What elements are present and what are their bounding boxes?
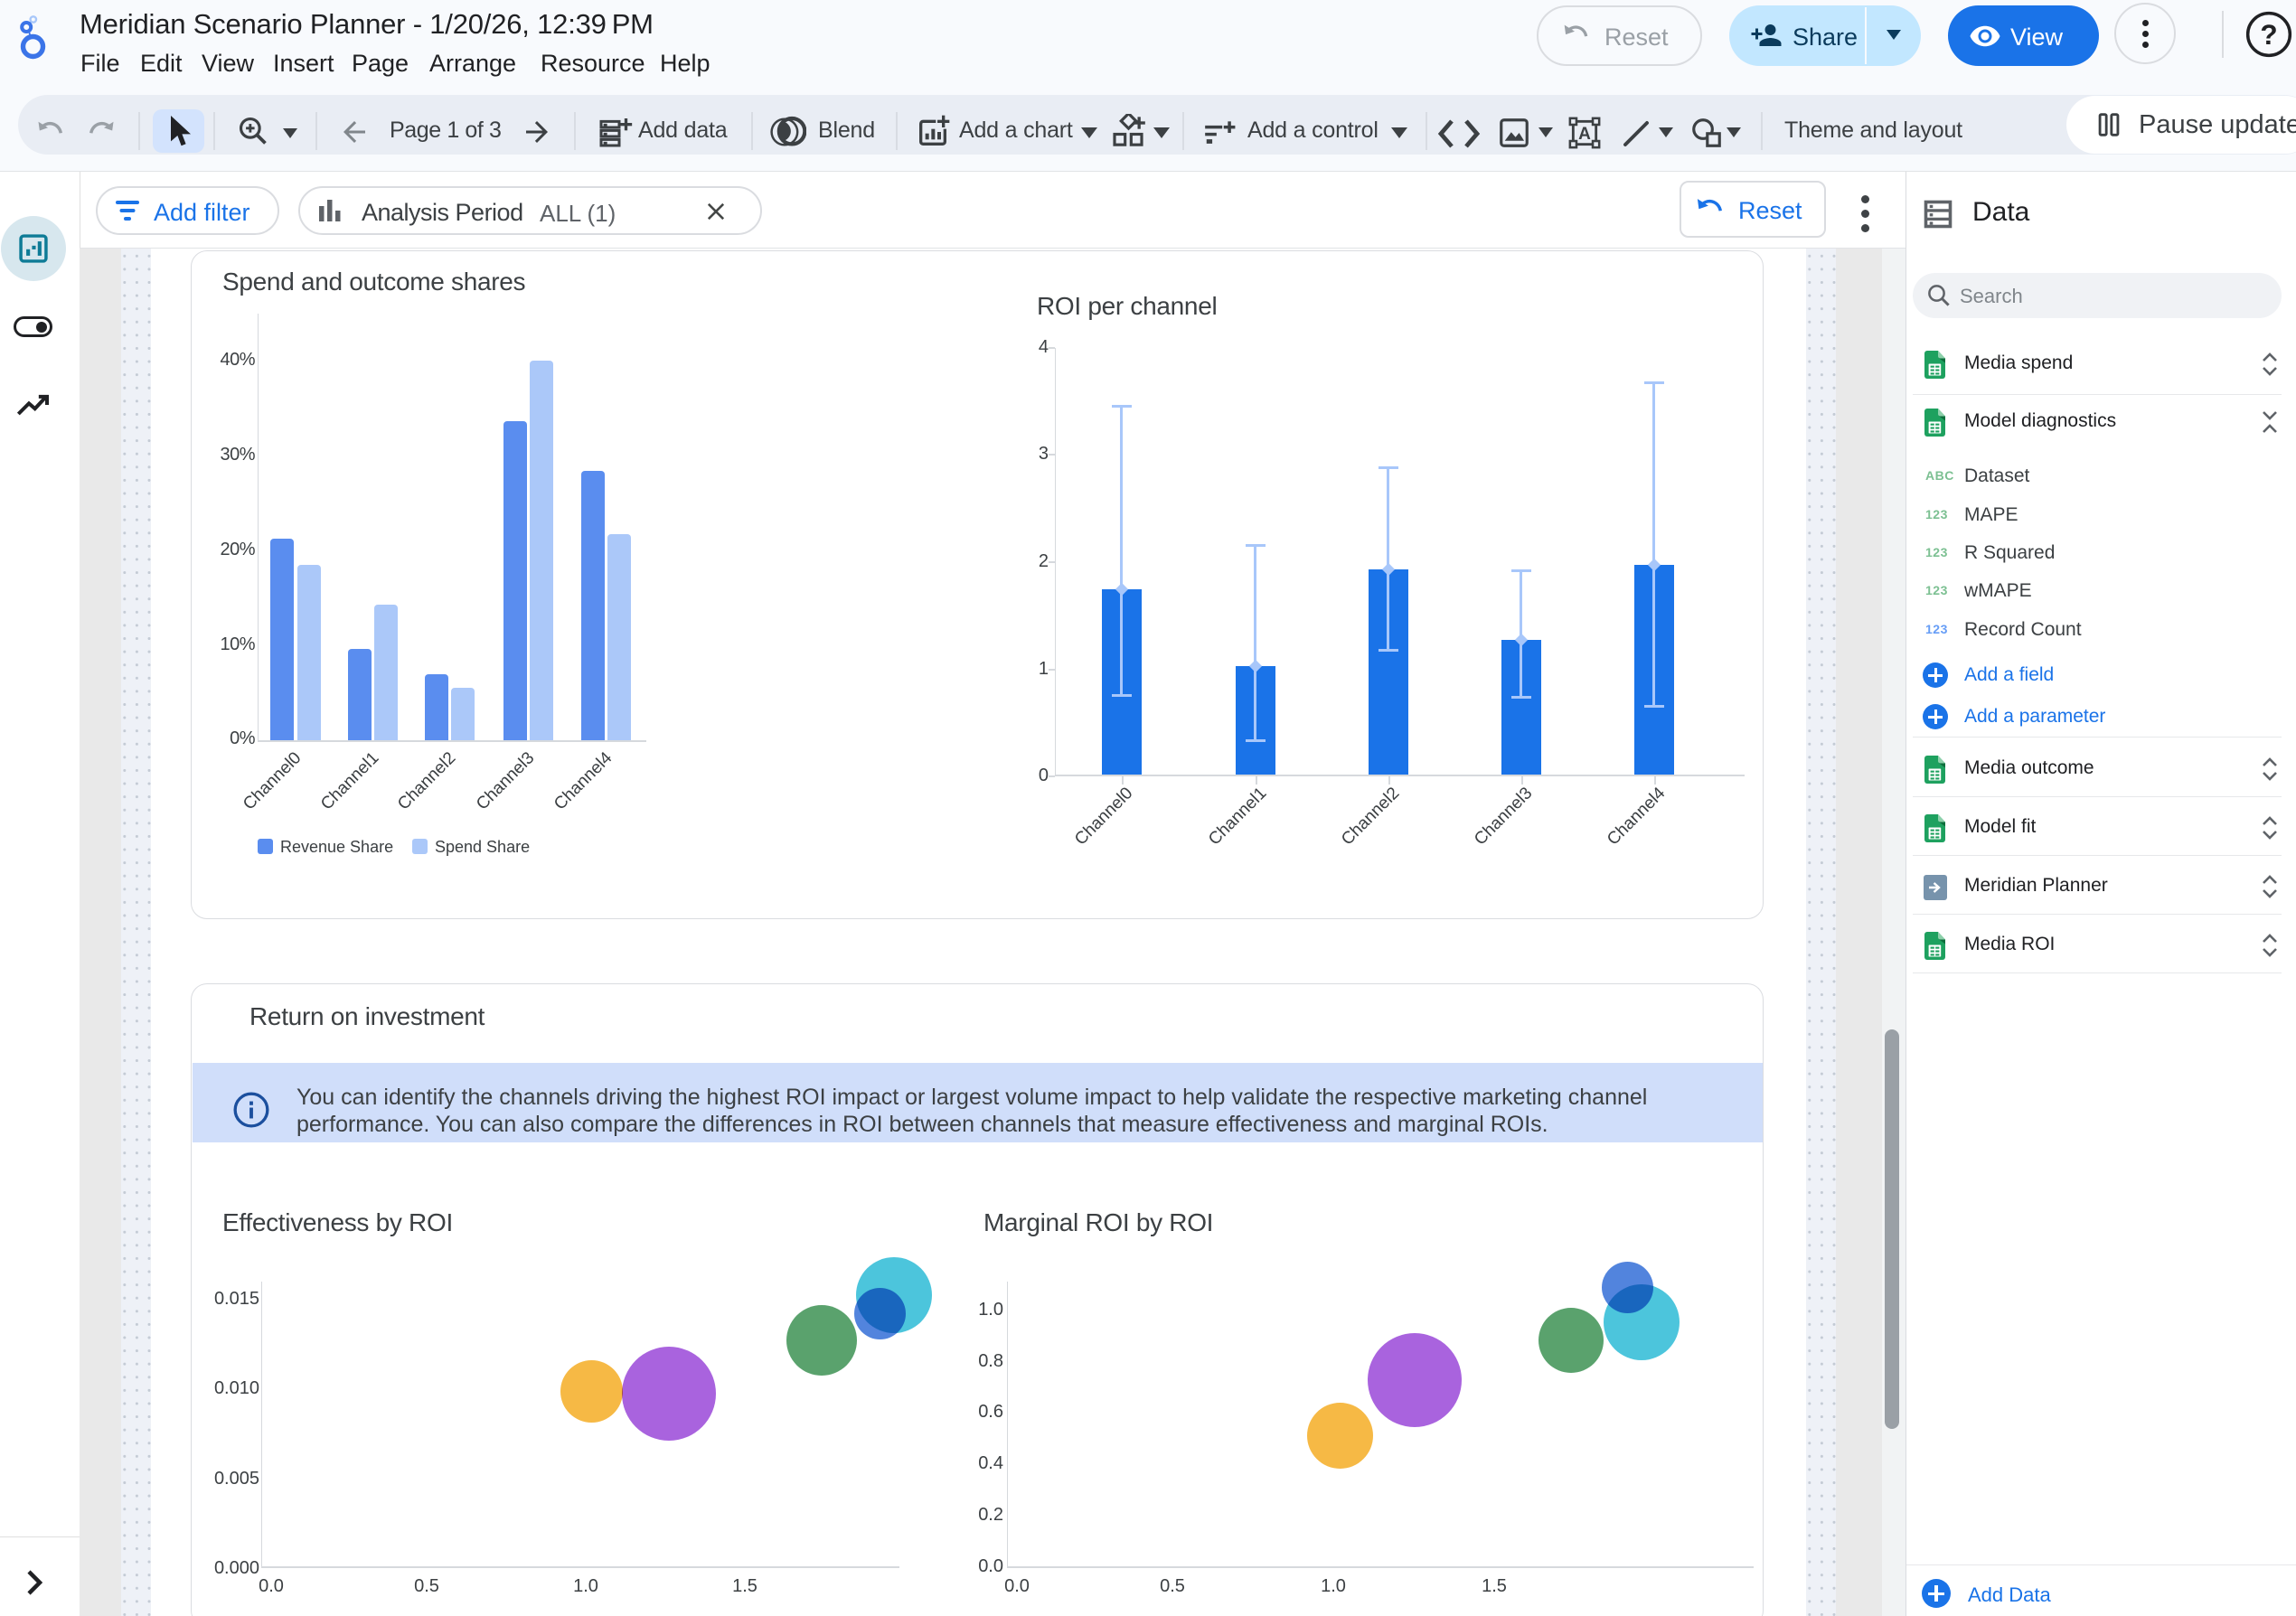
svg-text:A: A <box>1578 125 1591 144</box>
svg-text:?: ? <box>2260 18 2277 51</box>
